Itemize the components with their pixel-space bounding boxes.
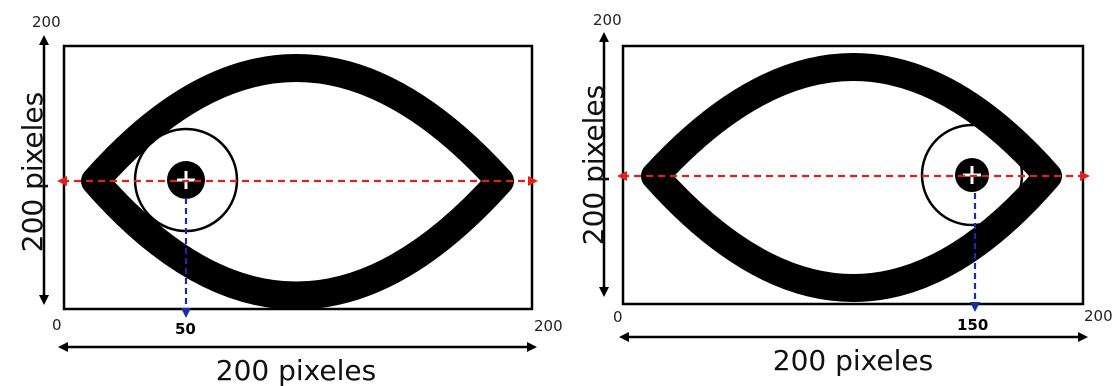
origin-label: 0	[52, 316, 62, 334]
top-value-label: 200	[32, 13, 61, 31]
panel-right: 200 200 pixeles 0 150 200 200 pixeles	[577, 11, 1113, 377]
panel-left: 200 200 pixeles 0 50 200 200 pixeles	[16, 13, 563, 386]
vertical-dimension-label: 200 pixeles	[577, 85, 610, 245]
pupil-position-label: 50	[175, 320, 196, 338]
pupil-position-label: 150	[957, 316, 988, 334]
x-max-label: 200	[1084, 307, 1113, 325]
x-max-label: 200	[534, 317, 563, 335]
top-value-label: 200	[593, 11, 622, 29]
horizontal-dimension-label: 200 pixeles	[216, 354, 376, 386]
origin-label: 0	[613, 308, 623, 326]
horizontal-dimension-label: 200 pixeles	[773, 344, 933, 377]
eye-outline	[641, 53, 1062, 302]
vertical-dimension-label: 200 pixeles	[16, 92, 49, 252]
